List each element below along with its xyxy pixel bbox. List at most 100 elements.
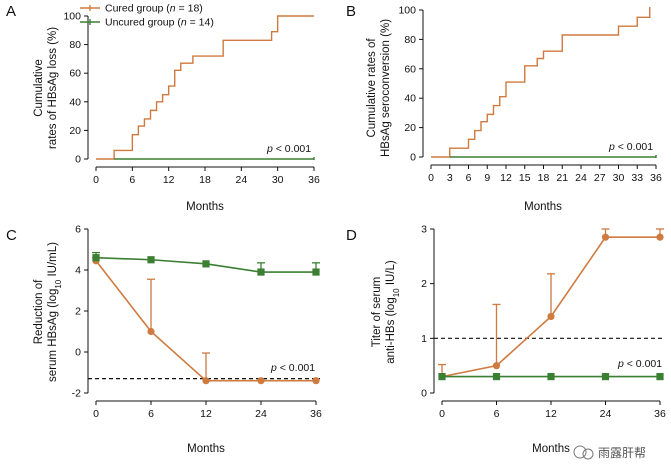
legend-label: Uncured group (n = 14): [105, 17, 214, 29]
y-tick-label: 0: [421, 388, 427, 400]
y-tick-label: 1: [421, 333, 427, 345]
data-point: [202, 377, 210, 385]
data-point: [438, 373, 446, 381]
series-uncured-group: [92, 251, 320, 276]
data-point: [656, 373, 664, 381]
y-axis-label-line: Titer of serum: [371, 277, 383, 348]
x-tick-label: 24: [600, 408, 612, 420]
y-tick-label: 40: [69, 96, 81, 108]
y-tick-label: 0: [75, 154, 81, 166]
y-axis-label: Reduction of serum HBsAg (log10 IU/mL): [33, 242, 63, 382]
legend-label: Cured group (n = 18): [105, 3, 203, 15]
y-axis-label: Cumulative rates of HBsAg loss (%): [33, 27, 59, 149]
y-tick-label: 80: [69, 39, 81, 51]
y-axis-label: Titer of serum anti-HBs (log10 IU/L): [371, 260, 401, 364]
y-tick-label: 6: [75, 224, 81, 236]
y-tick-label: 0: [75, 347, 81, 359]
x-tick-label: 12: [200, 408, 212, 420]
y-tick-label: 2: [75, 306, 81, 318]
y-tick-label: 3: [421, 224, 427, 236]
y-tick-label: 80: [404, 34, 416, 46]
y-tick-label: 0: [410, 152, 416, 164]
y-axis-label-line: rates of HBsAg loss (%): [47, 27, 59, 149]
watermark-text: 雨露肝帮: [598, 446, 646, 460]
x-tick-label: 36: [310, 408, 322, 420]
panel-letter: B: [346, 3, 356, 20]
x-tick-label: 18: [538, 172, 550, 184]
y-tick-label: 60: [404, 63, 416, 75]
panel-letter: D: [346, 227, 357, 244]
y-tick-label: 60: [69, 68, 81, 80]
y-axis-label-line: HBsAg seroconversion (%): [380, 19, 392, 157]
data-point: [547, 373, 555, 381]
y-axis-label-line: Cumulative: [33, 59, 45, 117]
data-point: [257, 377, 265, 385]
x-tick-label: 18: [199, 174, 211, 186]
data-point: [492, 373, 501, 381]
y-tick-label: -2: [72, 388, 81, 400]
x-tick-label: 6: [129, 174, 135, 186]
watermark: 雨露肝帮: [573, 445, 646, 460]
y-axis-label-line: Cumulative rates of: [366, 38, 378, 138]
x-tick-label: 30: [272, 174, 284, 186]
panel-a: A 0 20 40 60 80 100 0 6 12 18 24 30 36 Months Cumulativ…: [6, 3, 320, 213]
watermark-icon: [582, 448, 594, 460]
step-line: [96, 15, 314, 160]
y-axis-label-line: serum HBsAg (log10 IU/mL): [47, 242, 63, 382]
y-axis-label-line: anti-HBs (log10 IU/L): [385, 260, 401, 364]
step-line: [431, 7, 651, 158]
x-tick-label: 6: [494, 408, 500, 420]
x-tick-label: 24: [235, 174, 247, 186]
x-tick-label: 6: [148, 408, 154, 420]
data-point: [492, 362, 501, 370]
x-tick-label: 0: [428, 172, 434, 184]
x-tick-label: 24: [575, 172, 587, 184]
series-uncured-group: [114, 157, 315, 160]
y-tick-label: 20: [404, 122, 416, 134]
x-tick-label: 27: [594, 172, 606, 184]
x-axis-label: Months: [186, 201, 224, 213]
data-point: [202, 260, 210, 268]
x-tick-label: 0: [439, 408, 445, 420]
series-uncured-group: [449, 155, 657, 158]
p-value-label: p < 0.001: [266, 143, 311, 155]
x-tick-label: 21: [556, 172, 568, 184]
legend: Cured group (n = 18) Uncured group (n = 1…: [80, 3, 214, 29]
x-axis-label: Months: [187, 443, 225, 455]
x-tick-label: 9: [484, 172, 490, 184]
x-tick-label: 12: [545, 408, 557, 420]
y-tick-label: 40: [404, 93, 416, 105]
y-tick-label: 4: [75, 265, 81, 277]
x-tick-label: 15: [519, 172, 531, 184]
x-tick-label: 36: [654, 408, 666, 420]
y-axis-label: Cumulative rates of HBsAg seroconversion …: [366, 19, 392, 157]
watermark-icon: [573, 445, 587, 459]
x-tick-label: 33: [631, 172, 643, 184]
panel-letter: A: [6, 3, 16, 20]
p-value-label: p < 0.001: [270, 362, 315, 374]
series-cured-group: [96, 15, 314, 160]
data-point: [92, 254, 100, 262]
data-point: [257, 268, 265, 276]
y-tick-label: 100: [398, 5, 416, 17]
x-tick-label: 12: [500, 172, 512, 184]
data-point: [547, 312, 555, 321]
x-axis-label: Months: [524, 201, 562, 213]
y-tick-label: 100: [63, 11, 81, 23]
data-point: [312, 268, 320, 276]
data-point: [312, 377, 320, 385]
series-uncured-group: [438, 373, 664, 381]
x-tick-label: 3: [447, 172, 453, 184]
data-point: [601, 233, 610, 241]
data-point: [601, 373, 610, 381]
x-tick-label: 24: [255, 408, 267, 420]
series-cured-group: [438, 228, 664, 381]
x-tick-label: 30: [613, 172, 625, 184]
series-cured-group: [431, 7, 651, 158]
x-tick-label: 12: [163, 174, 175, 186]
x-tick-label: 0: [93, 408, 99, 420]
y-axis-label-line: Reduction of: [33, 279, 45, 344]
